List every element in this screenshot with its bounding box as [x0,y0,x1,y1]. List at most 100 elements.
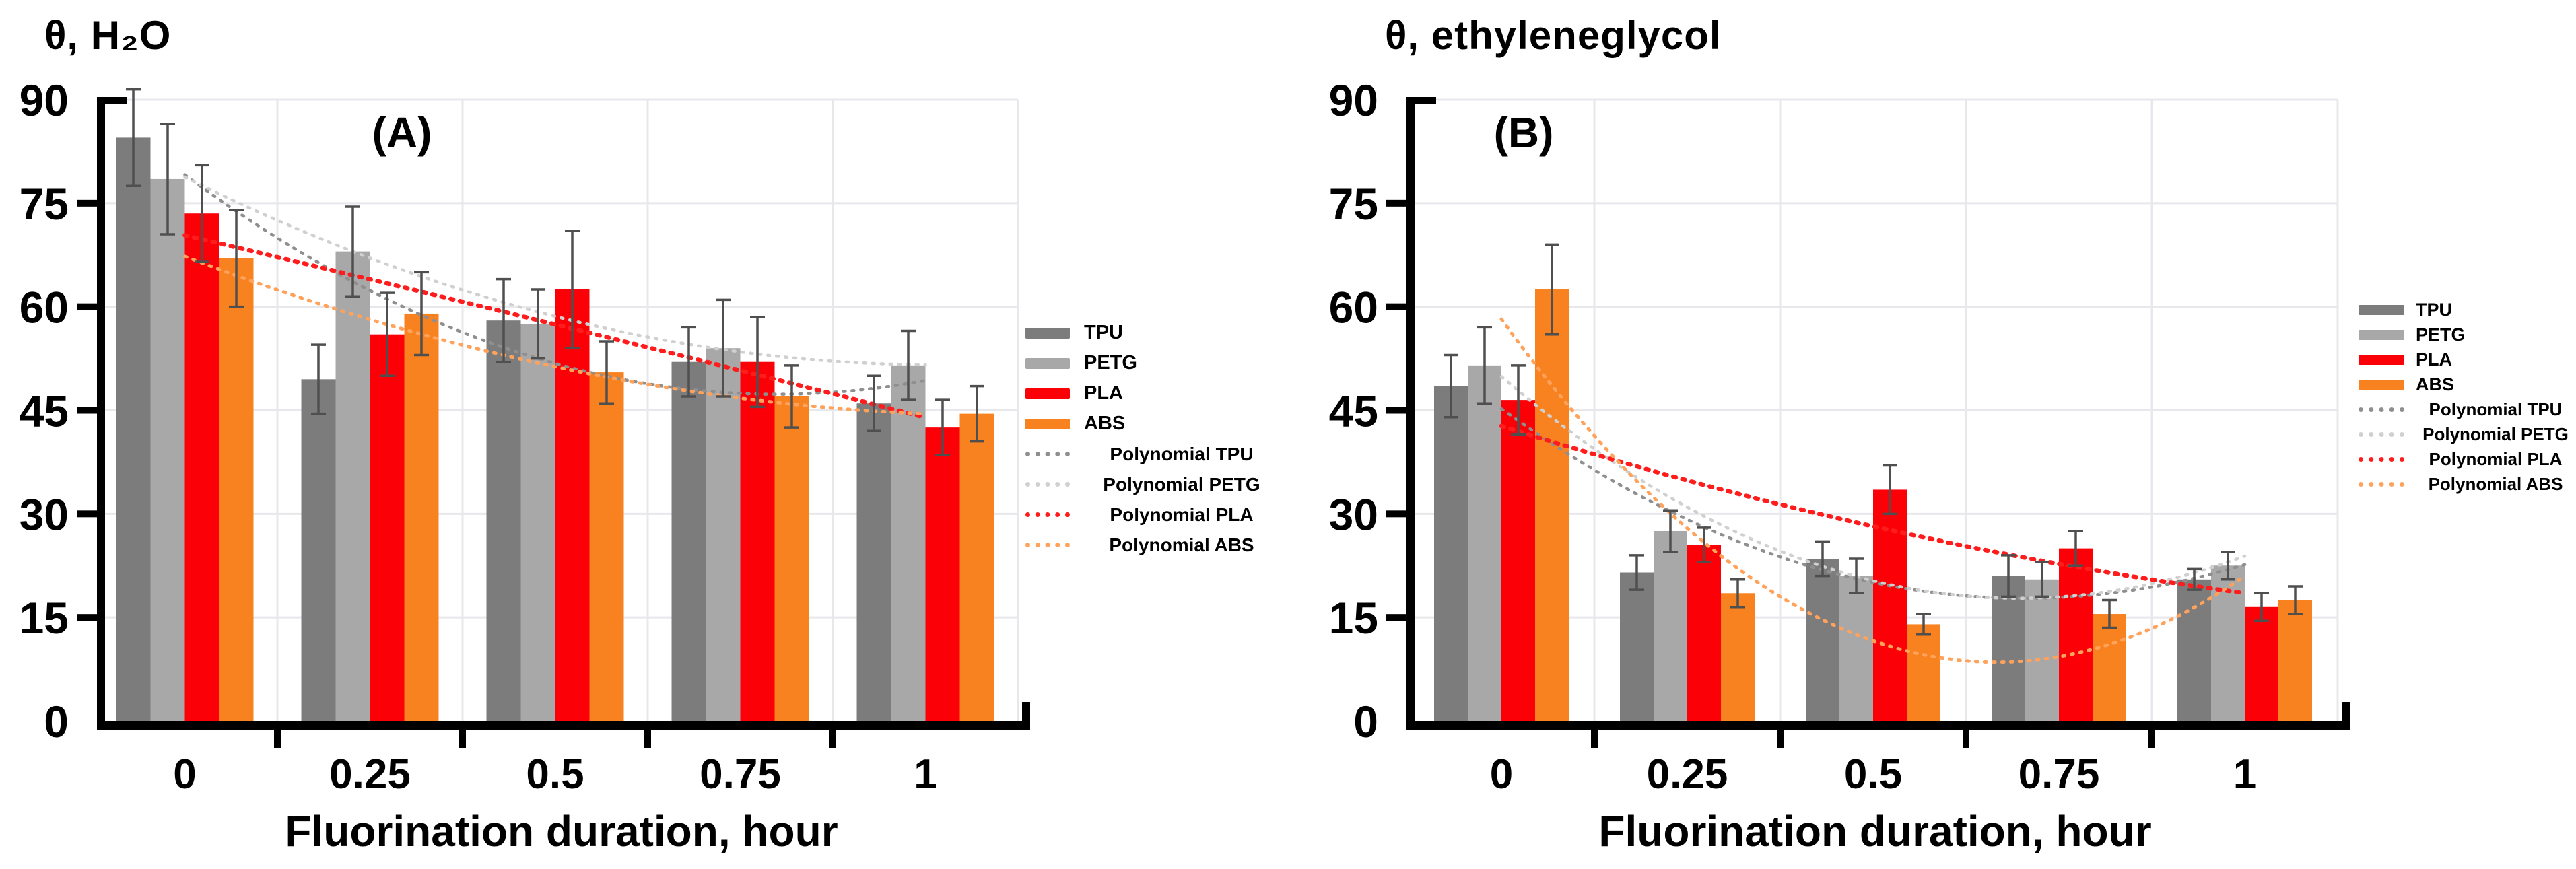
bar-b-petg-1 [1654,530,1687,721]
chart-b-title: θ, ethyleneglycol [1385,13,1722,58]
bar-b-pla-4 [2245,606,2278,721]
trendline-a-polynomial-abs [183,254,927,416]
axes-a [77,97,1030,748]
bar-b-petg-3 [2025,579,2059,721]
legend-label-a-pla: PLA [1084,382,1123,404]
legend-label-a-abs: ABS [1084,413,1126,434]
y-tick-labels-a: 0 15 30 45 60 75 90 [20,75,69,746]
legend-swatch-b-pla [2359,355,2404,365]
bar-b-abs-2 [1907,624,1940,721]
legend-swatch-b-polynomial-petg [2359,432,2404,437]
legend-item-b-pla: PLA [2359,347,2575,372]
y-tick-label-b-45: 45 [1329,386,1378,436]
bar-a-abs-1 [404,313,439,721]
bar-b-abs-3 [2093,614,2126,721]
legend-item-b-polynomial-abs: Polynomial ABS [2359,472,2575,497]
legend-swatch-b-abs [2359,380,2404,390]
legend-item-b-petg: PETG [2359,322,2575,347]
x-axis-end-cap-a [1022,702,1030,721]
chart-b-panel-label: (B) [1493,108,1554,157]
bar-a-abs-4 [959,413,994,721]
error-bars-b [1444,243,2303,636]
legend-item-a-tpu: TPU [1025,318,1287,348]
error-bars-a [126,88,984,456]
trendline-a-polynomial-tpu [183,173,927,396]
legend-label-a-tpu: TPU [1084,322,1123,343]
x-tick-label-a-0.75: 0.75 [700,751,781,798]
bar-a-tpu-0 [116,137,151,722]
bars-b [1434,289,2312,721]
y-tick-label-b-60: 60 [1329,283,1378,333]
y-tick-label-a-15: 15 [20,593,69,643]
y-tick-label-b-75: 75 [1329,179,1378,229]
bar-a-tpu-2 [486,320,521,722]
trendline-b-polynomial-abs [1499,317,2247,664]
legend-label-b-pla: PLA [2416,349,2452,370]
legend-label-a-polynomial-pla: Polynomial PLA [1110,503,1254,525]
y-axis-line-a [97,97,105,730]
y-tick-label-b-30: 30 [1329,489,1378,539]
chart-b-x-axis-title: Fluorination duration, hour [1598,807,2152,856]
bar-b-pla-0 [1501,400,1535,721]
legend-swatch-a-polynomial-abs [1025,543,1070,547]
y-axis-top-cap-a [97,97,127,104]
legend-label-b-polynomial-abs: Polynomial ABS [2428,474,2563,494]
x-axis-line-a [97,721,1030,730]
bar-b-tpu-0 [1434,386,1468,721]
x-tick-label-a-1: 1 [914,751,937,798]
bar-a-petg-2 [520,324,555,721]
panel-b: θ, ethyleneglycol (B) 0 15 30 45 60 75 90 0 0.25… [1288,0,2576,869]
bar-a-pla-3 [740,361,775,721]
bar-a-petg-0 [150,178,185,721]
bar-b-abs-4 [2278,600,2312,721]
y-axis-top-cap-b [1406,97,1436,104]
chart-a-plot-area: 0 15 30 45 60 75 90 0 0.25 0.5 0.75 1 [20,75,1030,798]
legend-label-a-polynomial-abs: Polynomial ABS [1109,534,1254,555]
legend-swatch-a-pla [1025,388,1070,399]
y-axis-line-b [1406,97,1415,730]
y-tick-label-a-45: 45 [20,386,69,436]
bar-b-abs-0 [1535,289,1569,721]
legend-label-b-polynomial-pla: Polynomial PLA [2429,449,2563,469]
bar-b-pla-1 [1687,545,1721,721]
x-tick-label-b-0.75: 0.75 [2019,751,2100,798]
chart-a-x-axis-title: Fluorination duration, hour [285,807,838,856]
y-tick-label-a-75: 75 [20,179,69,229]
legend-item-a-polynomial-petg: Polynomial PETG [1025,469,1287,499]
bar-b-pla-2 [1873,489,1907,721]
bar-a-pla-1 [370,334,405,721]
legend-item-b-abs: ABS [2359,372,2575,397]
x-tick-label-a-0: 0 [173,751,196,798]
x-axis-end-cap-b [2342,702,2350,721]
legend-label-b-petg: PETG [2416,324,2466,345]
legend-label-b-polynomial-tpu: Polynomial TPU [2429,399,2563,419]
legend-label-a-polynomial-petg: Polynomial PETG [1103,473,1260,495]
legend-swatch-a-polynomial-tpu [1025,452,1070,456]
bar-a-petg-4 [891,365,926,721]
trendlines-a [182,173,928,420]
trendline-b-polynomial-tpu [1499,407,2247,600]
x-tick-label-b-0.25: 0.25 [1647,751,1728,798]
legend-item-a-petg: PETG [1025,348,1287,378]
y-tick-label-a-30: 30 [20,489,69,539]
legend-swatch-a-petg [1025,357,1070,369]
y-tick-label-b-90: 90 [1329,75,1378,125]
legend-swatch-a-tpu [1025,327,1070,339]
trendline-b-polynomial-petg [1499,375,2247,600]
x-tick-label-b-1: 1 [2233,751,2256,798]
bar-b-petg-0 [1468,365,1501,721]
legend-label-b-tpu: TPU [2416,300,2452,320]
legend-swatch-b-polynomial-pla [2359,457,2404,462]
bar-b-tpu-3 [1992,576,2025,721]
trendline-a-polynomial-petg [183,175,927,367]
bar-b-petg-2 [1839,576,1873,721]
bar-a-petg-1 [335,251,370,722]
bar-a-pla-2 [555,289,590,721]
legend-item-a-abs: ABS [1025,409,1287,439]
bar-b-abs-1 [1721,593,1755,721]
legend-item-a-polynomial-tpu: Polynomial TPU [1025,439,1287,469]
legend-item-a-polynomial-pla: Polynomial PLA [1025,499,1287,530]
bar-b-tpu-2 [1806,558,1839,721]
chart-b-plot-area: 0 15 30 45 60 75 90 0 0.25 0.5 0.75 1 [1329,75,2350,798]
y-tick-label-a-0: 0 [44,697,69,746]
